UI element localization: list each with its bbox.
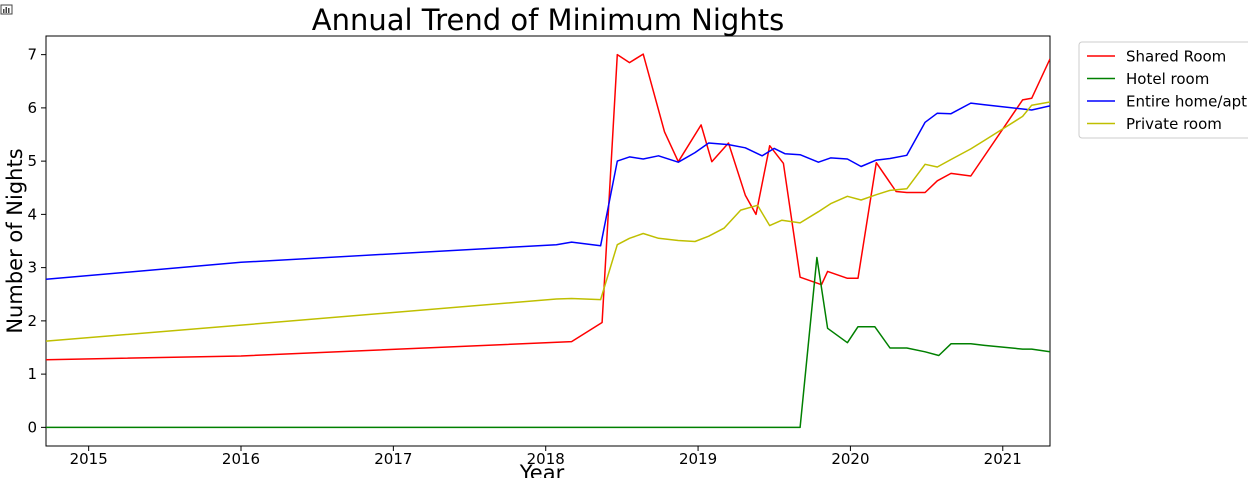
x-tick-label: 2021 — [984, 450, 1022, 468]
x-tick-label: 2016 — [222, 450, 260, 468]
plot-area — [45, 35, 1051, 447]
y-tick-label: 1 — [27, 365, 37, 383]
series-line-shared-room — [46, 53, 1050, 361]
x-tick-label: 2018 — [527, 450, 565, 468]
legend-frame — [1078, 41, 1248, 139]
y-tick-label: 2 — [27, 312, 37, 330]
y-tick-label: 0 — [27, 418, 37, 436]
x-tick-label: 2020 — [831, 450, 869, 468]
y-tick-label: 6 — [27, 99, 37, 117]
legend-label: Hotel room — [1126, 70, 1209, 88]
y-tick-label: 4 — [27, 205, 37, 223]
series-lines — [46, 53, 1050, 429]
y-axis-title: Number of Nights — [3, 148, 27, 333]
x-tick-label: 2019 — [679, 450, 717, 468]
x-tick-label: 2017 — [374, 450, 412, 468]
x-tick-label: 2015 — [70, 450, 108, 468]
x-axis-ticks: 2015 2016 2017 2018 2019 2020 2021 — [70, 446, 1022, 468]
y-tick-label: 5 — [27, 152, 37, 170]
plot-frame — [45, 35, 1051, 447]
series-line-private-room — [46, 101, 1050, 342]
y-axis-ticks: 0 1 2 3 4 5 6 7 — [27, 46, 46, 436]
bar-chart-icon — [0, 4, 13, 15]
legend: Shared Room Hotel room Entire home/apt Priv… — [1078, 41, 1248, 139]
legend-label: Private room — [1126, 115, 1222, 133]
series-line-hotel-room — [46, 256, 1050, 429]
chart-title: Annual Trend of Minimum Nights — [312, 3, 784, 37]
y-tick-label: 3 — [27, 259, 37, 277]
legend-label: Shared Room — [1126, 48, 1226, 66]
series-line-entire-home-apt — [46, 102, 1050, 281]
y-tick-label: 7 — [27, 46, 37, 64]
legend-label: Entire home/apt — [1126, 93, 1247, 111]
x-axis-title: Year — [519, 461, 565, 478]
